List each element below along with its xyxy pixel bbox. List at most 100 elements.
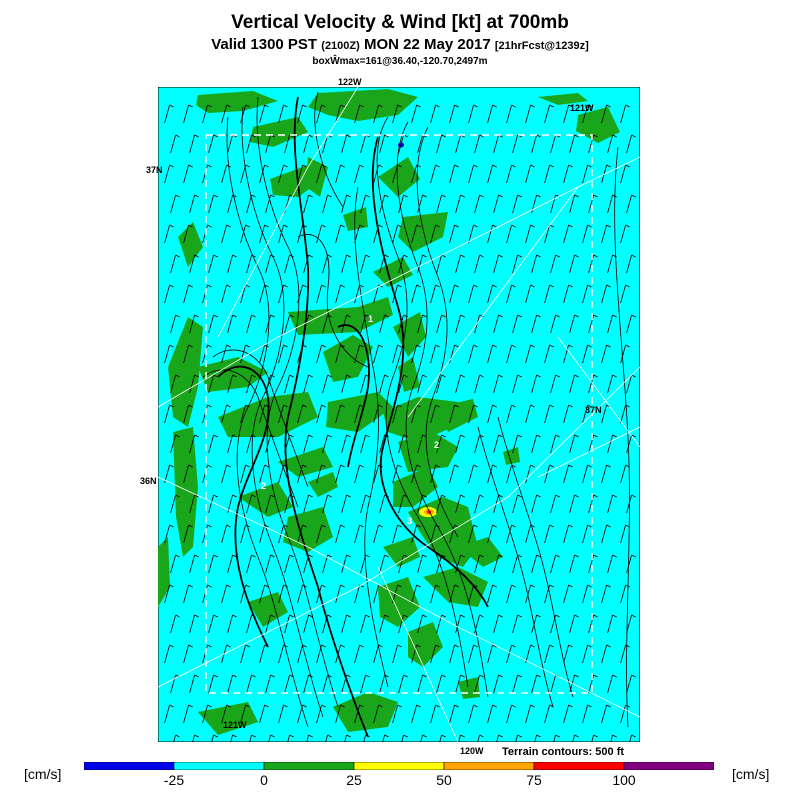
wind-barb xyxy=(208,194,218,214)
wind-barb xyxy=(246,374,256,394)
wind-barb xyxy=(316,224,326,244)
wind-barb xyxy=(189,314,199,334)
wind-barb xyxy=(506,284,516,304)
ascent-area xyxy=(383,537,420,567)
wind-barb xyxy=(436,194,446,214)
wind-barb xyxy=(430,464,440,484)
wind-barb xyxy=(202,644,212,664)
wind-barb xyxy=(455,494,465,514)
wind-barb xyxy=(525,404,535,424)
wind-barb xyxy=(373,344,383,364)
wind-barb xyxy=(246,194,256,214)
wind-barb xyxy=(398,374,408,394)
wind-barb xyxy=(620,644,630,664)
wind-barb xyxy=(534,734,541,742)
terrain-note: Terrain contours: 500 ft xyxy=(502,746,625,758)
wind-barb xyxy=(265,314,275,334)
colorbar-tick: -25 xyxy=(163,772,185,788)
velocity-map xyxy=(158,87,640,742)
wind-barb xyxy=(626,134,636,154)
wind-barb xyxy=(189,674,199,694)
wind-barb xyxy=(316,464,326,484)
wind-barb xyxy=(588,374,598,394)
ascent-area xyxy=(423,567,488,607)
wind-barb xyxy=(221,104,231,124)
wind-barb xyxy=(620,284,630,304)
ascent-area xyxy=(168,317,203,427)
lat-lon-line xyxy=(158,156,640,408)
wind-barb xyxy=(379,134,389,154)
colorbar-tick: 50 xyxy=(436,772,452,788)
terrain-contour xyxy=(297,234,369,368)
wind-barb xyxy=(227,314,237,334)
wind-barb xyxy=(474,554,484,574)
wind-barb xyxy=(430,704,440,724)
ascent-area xyxy=(343,207,368,231)
wind-barb xyxy=(341,134,351,154)
wind-barb xyxy=(468,104,478,124)
wind-barb xyxy=(506,704,516,724)
ascent-area xyxy=(173,427,198,557)
wind-barb xyxy=(430,104,440,124)
lat-lon-line xyxy=(158,366,640,688)
colorbar-unit-right: [cm/s] xyxy=(732,766,770,782)
wind-barb xyxy=(221,464,231,484)
terrain-contour xyxy=(396,121,489,698)
wind-barb xyxy=(189,434,199,454)
lat-label-37n-left: 37N xyxy=(146,165,163,175)
wind-barb xyxy=(278,584,288,604)
forecast-info: [21hrFcst@1239z] xyxy=(494,40,589,52)
wind-barb xyxy=(525,704,535,724)
wind-barb xyxy=(506,584,516,604)
colorbar-segment xyxy=(263,762,355,770)
wind-barb xyxy=(512,614,522,634)
wind-barb xyxy=(626,434,636,454)
wind-barb xyxy=(202,284,212,304)
wind-barb xyxy=(354,644,364,664)
wind-barb xyxy=(208,314,218,334)
wind-barb xyxy=(246,554,256,574)
wind-barb xyxy=(398,254,408,274)
colorbar-segment xyxy=(623,762,714,770)
wind-barb xyxy=(531,254,541,274)
wind-barb xyxy=(417,554,427,574)
wind-barb xyxy=(455,434,465,454)
wind-barb xyxy=(202,464,212,484)
wind-barb xyxy=(569,134,579,154)
colorbar-tick: 25 xyxy=(346,772,362,788)
wind-barb xyxy=(164,344,174,364)
wind-barb xyxy=(322,434,332,454)
wind-barb xyxy=(411,644,421,664)
valid-prefix: Valid 1300 PST xyxy=(211,36,318,53)
wind-barb xyxy=(240,404,250,424)
wind-barb xyxy=(569,314,579,334)
wind-barb xyxy=(455,254,465,274)
terrain-contour xyxy=(376,116,469,688)
wind-barb xyxy=(588,314,598,334)
wind-barb xyxy=(202,164,212,184)
wind-barb xyxy=(512,374,522,394)
wind-barb xyxy=(512,314,522,334)
wind-barb xyxy=(360,494,370,514)
wind-barb xyxy=(512,254,522,274)
wind-barb xyxy=(601,344,611,364)
wind-barb xyxy=(474,254,484,274)
wind-barb xyxy=(531,494,541,514)
wind-barb xyxy=(487,344,497,364)
wind-barb xyxy=(164,224,174,244)
wind-barb xyxy=(316,404,326,424)
wind-barb xyxy=(582,584,592,604)
wind-barb xyxy=(436,314,446,334)
colorbar-tick: 75 xyxy=(526,772,542,788)
ascent-areas xyxy=(158,89,620,735)
wind-barb xyxy=(550,494,560,514)
wind-barb xyxy=(512,494,522,514)
wind-barb xyxy=(468,644,478,664)
wind-barb xyxy=(468,344,478,364)
wind-barb xyxy=(417,674,427,694)
wind-barb xyxy=(449,464,459,484)
ascent-area xyxy=(398,432,458,472)
ascent-area xyxy=(458,537,503,567)
wind-barb xyxy=(392,524,402,544)
wind-barb xyxy=(474,134,484,154)
